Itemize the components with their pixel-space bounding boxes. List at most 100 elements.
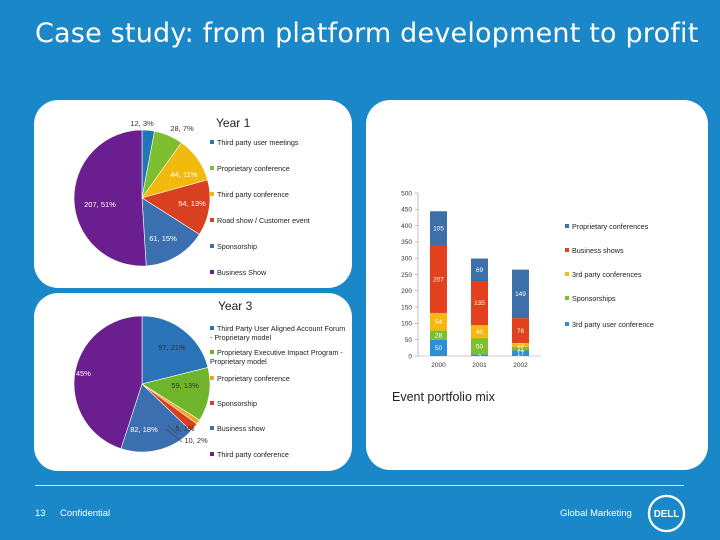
year1-panel: Year 1 12, 3% 28, 7% 44, 11% 54, 13% 61, 15%… bbox=[34, 100, 352, 288]
year3-panel: Year 3 97, 21% 59, 13% 5, 1% 10, 2% 82, 18% 2… bbox=[34, 293, 352, 471]
year1-legend-label-6: Business Show bbox=[217, 268, 267, 277]
y-tick-label-8: 400 bbox=[401, 223, 412, 230]
y-tick-label-6: 300 bbox=[401, 256, 412, 263]
year1-data-label-1: 12, 3% bbox=[130, 119, 154, 128]
y-tick-label-7: 350 bbox=[401, 239, 412, 246]
bar-label-2001-series-2: 50 bbox=[476, 343, 484, 350]
year3-legend-label-3: Proprietary conference bbox=[217, 374, 290, 383]
bar-2001-series-4 bbox=[471, 281, 488, 326]
bar-label-2000-series-1: 50 bbox=[435, 345, 443, 352]
bar-label-2002-series-2: 11 bbox=[517, 346, 524, 353]
year3-legend-label-1: Third Party User Aligned Account Forum -… bbox=[210, 324, 346, 342]
bar-2002-series-4 bbox=[512, 318, 529, 343]
year3-legend-swatch-2 bbox=[210, 350, 214, 354]
year1-data-label-6: 207, 51% bbox=[84, 200, 116, 209]
year3-legend-item-4: Sponsorship bbox=[210, 399, 346, 408]
x-tick-label-2001: 2001 bbox=[472, 362, 487, 369]
y-tick-label-5: 250 bbox=[401, 272, 412, 279]
year3-legend-label-5: Business show bbox=[217, 424, 265, 433]
year3-data-label-1: 97, 21% bbox=[158, 343, 186, 352]
bar-legend-swatch-2 bbox=[565, 248, 569, 252]
dell-logo: DELL bbox=[647, 494, 686, 533]
bar-legend-label-5: 3rd party user conference bbox=[572, 320, 654, 329]
year1-slice-4 bbox=[141, 179, 211, 235]
bar-legend-label-2: Business shows bbox=[572, 246, 624, 255]
confidential-label: Confidential bbox=[60, 508, 111, 519]
bar-2000-series-3 bbox=[430, 312, 447, 331]
bar-label-2001-series-4: 135 bbox=[474, 300, 485, 307]
year3-data-label-6: 207, 45% bbox=[59, 369, 91, 378]
bar-label-2001-series-3: 40 bbox=[476, 329, 484, 336]
bar-legend-item-4: Sponsorships bbox=[565, 294, 661, 303]
event-portfolio-panel: 0 50 100 150 200 250 300 350 400 450 500 50 28 54 207 1… bbox=[366, 100, 708, 470]
year1-legend-item-3: Third party conference bbox=[210, 190, 289, 199]
y-tick-label-9: 450 bbox=[401, 207, 412, 214]
dell-logo-text: DELL bbox=[654, 509, 680, 520]
event-portfolio-title: Event portfolio mix bbox=[392, 390, 495, 404]
bar-2002-series-1 bbox=[512, 350, 529, 356]
year3-data-label-3: 5, 1% bbox=[175, 424, 195, 433]
y-tick-label-1: 50 bbox=[405, 337, 413, 344]
year1-legend-swatch-4 bbox=[210, 218, 214, 222]
bar-legend-swatch-1 bbox=[565, 224, 569, 228]
year1-title: Year 1 bbox=[216, 116, 251, 130]
bar-label-2000-series-4: 207 bbox=[433, 276, 444, 283]
year3-legend-swatch-5 bbox=[210, 426, 214, 430]
year1-legend-swatch-1 bbox=[210, 140, 214, 144]
bar-label-2000-series-3: 54 bbox=[435, 319, 443, 326]
bar-2001-series-3 bbox=[471, 325, 488, 339]
bar-label-2002-series-4: 76 bbox=[517, 328, 525, 335]
year3-title: Year 3 bbox=[218, 299, 253, 313]
bar-label-2001-series-5: 69 bbox=[476, 267, 484, 274]
year1-legend-swatch-5 bbox=[210, 244, 214, 248]
y-tick-label-10: 500 bbox=[401, 190, 412, 197]
year1-pie-chart: 12, 3% 28, 7% 44, 11% 54, 13% 61, 15% 207, 51… bbox=[73, 119, 211, 267]
year3-data-label-5: 82, 18% bbox=[130, 425, 158, 434]
year1-slice-6 bbox=[73, 129, 147, 267]
year3-legend-item-6: Third party conference bbox=[210, 450, 346, 459]
slide-title: Case study: from platform development to… bbox=[35, 18, 699, 49]
year1-legend-swatch-6 bbox=[210, 270, 214, 274]
bar-2002-series-3 bbox=[512, 342, 529, 347]
y-tick-label-3: 150 bbox=[401, 304, 412, 311]
bar-2001-series-5 bbox=[471, 258, 488, 282]
year1-legend-label-5: Sponsorship bbox=[217, 242, 257, 251]
bar-label-2002-series-5: 149 bbox=[515, 291, 526, 298]
year3-legend-label-4: Sponsorship bbox=[217, 399, 257, 408]
y-tick-label-4: 200 bbox=[401, 288, 412, 295]
department-label: Global Marketing bbox=[560, 508, 632, 519]
y-tick-label-0: 0 bbox=[408, 353, 412, 360]
year3-legend-swatch-4 bbox=[210, 401, 214, 405]
year3-legend-swatch-3 bbox=[210, 376, 214, 380]
year3-legend-item-5: Business show bbox=[210, 424, 346, 433]
bar-legend-label-1: Proprietary conferences bbox=[572, 222, 649, 231]
year3-legend-item-3: Proprietary conference bbox=[210, 374, 346, 383]
bar-2002-series-5 bbox=[512, 269, 529, 319]
bar-legend-label-4: Sponsorships bbox=[572, 294, 616, 303]
year1-legend-item-2: Proprietary conference bbox=[210, 164, 290, 173]
year3-legend-label-2: Proprietary Executive Impact Program - P… bbox=[210, 348, 343, 366]
page-number: 13 bbox=[35, 508, 46, 519]
bar-2001-series-1 bbox=[471, 354, 488, 356]
year1-legend-label-1: Third party user meetings bbox=[217, 138, 299, 147]
event-portfolio-bar-chart: 0501001502002503003504004505005028542071… bbox=[401, 190, 541, 369]
year1-data-label-3: 44, 11% bbox=[171, 170, 198, 179]
bar-legend-swatch-3 bbox=[565, 272, 569, 276]
year3-legend-swatch-1 bbox=[210, 326, 214, 330]
year3-legend-item-1: Third Party User Aligned Account Forum -… bbox=[210, 324, 346, 342]
year3-legend-label-6: Third party conference bbox=[217, 450, 289, 459]
year3-leader-line-2 bbox=[165, 428, 183, 443]
bar-legend-item-5: 3rd party user conference bbox=[565, 320, 661, 329]
year1-data-label-2: 28, 7% bbox=[170, 124, 194, 133]
year1-slice-5 bbox=[141, 197, 200, 267]
bar-2000-series-5 bbox=[430, 211, 447, 246]
year1-legend-label-4: Road show / Customer event bbox=[217, 216, 310, 225]
bar-legend-label-3: 3rd party conferences bbox=[572, 270, 642, 279]
bar-label-2000-series-2: 28 bbox=[435, 332, 443, 339]
footer-divider bbox=[35, 485, 684, 486]
year3-pie-chart: 97, 21% 59, 13% 5, 1% 10, 2% 82, 18% 207, 45% bbox=[59, 315, 211, 453]
year1-legend-swatch-3 bbox=[210, 192, 214, 196]
bar-legend-item-2: Business shows bbox=[565, 246, 661, 255]
year1-legend-swatch-2 bbox=[210, 166, 214, 170]
bar-label-2000-series-5: 105 bbox=[433, 226, 444, 233]
